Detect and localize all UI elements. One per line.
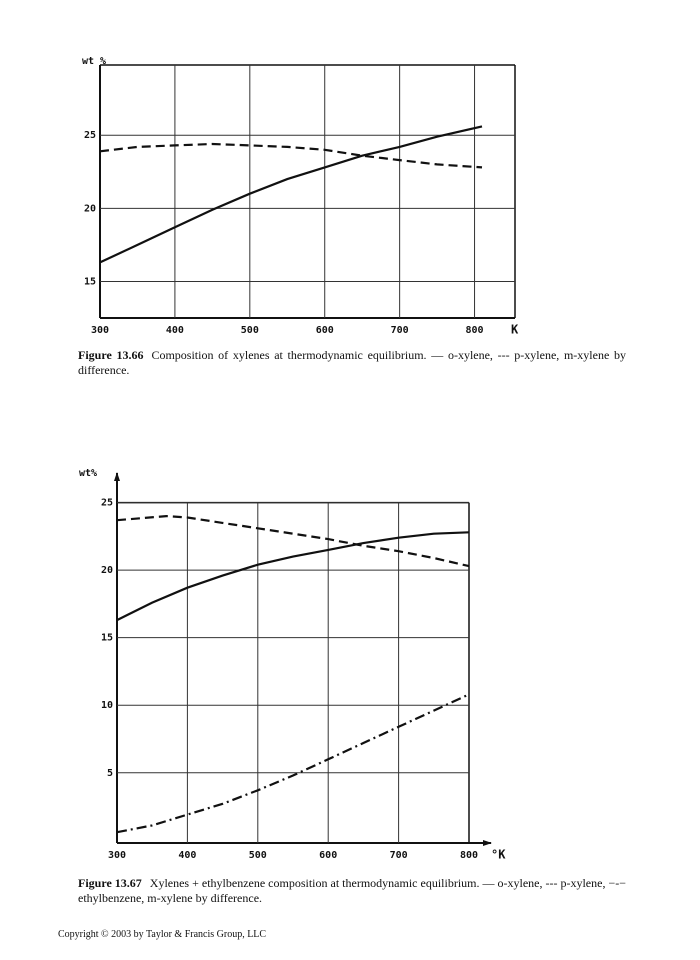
y-axis-label: wt % <box>82 56 106 67</box>
y-tick-label: 20 <box>101 565 113 576</box>
x-tick-label: 300 <box>108 850 126 861</box>
caption-label: Figure 13.66 <box>78 348 144 362</box>
caption: Figure 13.67 Xylenes + ethylbenzene compo… <box>78 876 626 906</box>
x-tick-label: 400 <box>178 850 196 861</box>
copyright: Copyright © 2003 by Taylor & Francis Gro… <box>58 929 267 940</box>
x-tick-label: 700 <box>391 325 409 336</box>
x-tick-label: 800 <box>460 850 478 861</box>
x-tick-label: 300 <box>91 325 109 336</box>
y-axis-label: wt% <box>79 468 97 479</box>
y-tick-label: 15 <box>101 633 113 644</box>
x-axis-label: K <box>511 323 519 337</box>
series-line <box>116 531 470 622</box>
series-line <box>116 693 470 834</box>
x-tick-label: 500 <box>249 850 267 861</box>
caption-text: Composition of xylenes at thermodynamic … <box>78 348 626 377</box>
arrow <box>114 472 120 481</box>
x-tick-label: 400 <box>166 325 184 336</box>
series-line <box>99 142 483 169</box>
series-line <box>99 125 483 264</box>
x-tick-label: 500 <box>241 325 259 336</box>
y-tick-label: 5 <box>107 768 113 779</box>
y-tick-label: 20 <box>84 203 96 214</box>
caption-text: Xylenes + ethylbenzene composition at th… <box>78 876 626 905</box>
x-tick-label: 600 <box>319 850 337 861</box>
caption-label: Figure 13.67 <box>78 876 142 890</box>
series-line <box>116 514 470 568</box>
y-tick-label: 25 <box>84 130 96 141</box>
y-tick-label: 25 <box>101 498 113 509</box>
arrow <box>483 840 492 846</box>
y-tick-label: 15 <box>84 276 96 287</box>
x-tick-label: 800 <box>466 325 484 336</box>
x-tick-label: 600 <box>316 325 334 336</box>
x-axis-label: °K <box>491 848 506 862</box>
x-tick-label: 700 <box>390 850 408 861</box>
y-tick-label: 10 <box>101 700 113 711</box>
caption: Figure 13.66 Composition of xylenes at th… <box>78 348 626 378</box>
